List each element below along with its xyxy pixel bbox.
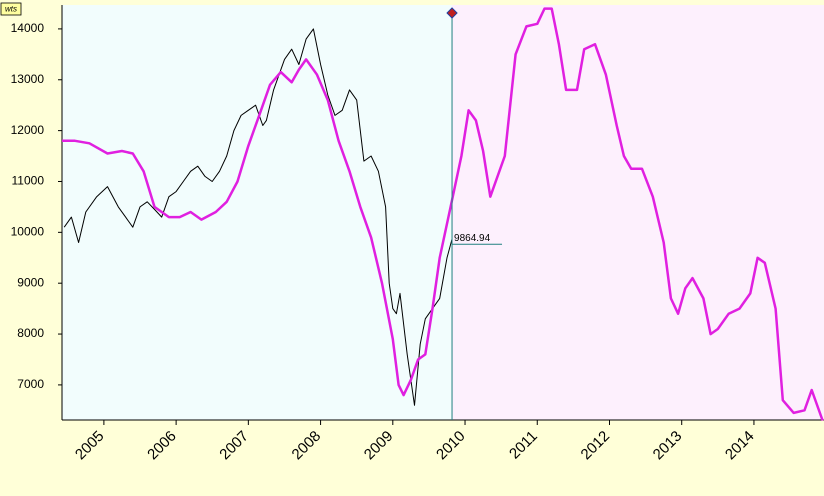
series-line — [62, 7, 824, 421]
y-tick-label: 11000 — [12, 174, 45, 188]
y-tick-label: 12000 — [11, 123, 45, 137]
y-tick-label: 8000 — [17, 326, 44, 340]
y-tick-label: 13000 — [11, 72, 45, 86]
plot-past — [62, 5, 453, 420]
last-value-label: 9864.94 — [454, 233, 491, 244]
divider-handle — [446, 7, 458, 19]
series-line — [63, 28, 453, 406]
y-tick-label: 7000 — [17, 377, 44, 391]
y-tick-label: 9000 — [17, 275, 44, 289]
y-tick-label: 14000 — [11, 21, 45, 35]
tag: wts — [5, 5, 17, 14]
plot-future — [452, 5, 824, 420]
y-tick-label: 10000 — [11, 225, 45, 239]
tag-box — [0, 2, 22, 16]
